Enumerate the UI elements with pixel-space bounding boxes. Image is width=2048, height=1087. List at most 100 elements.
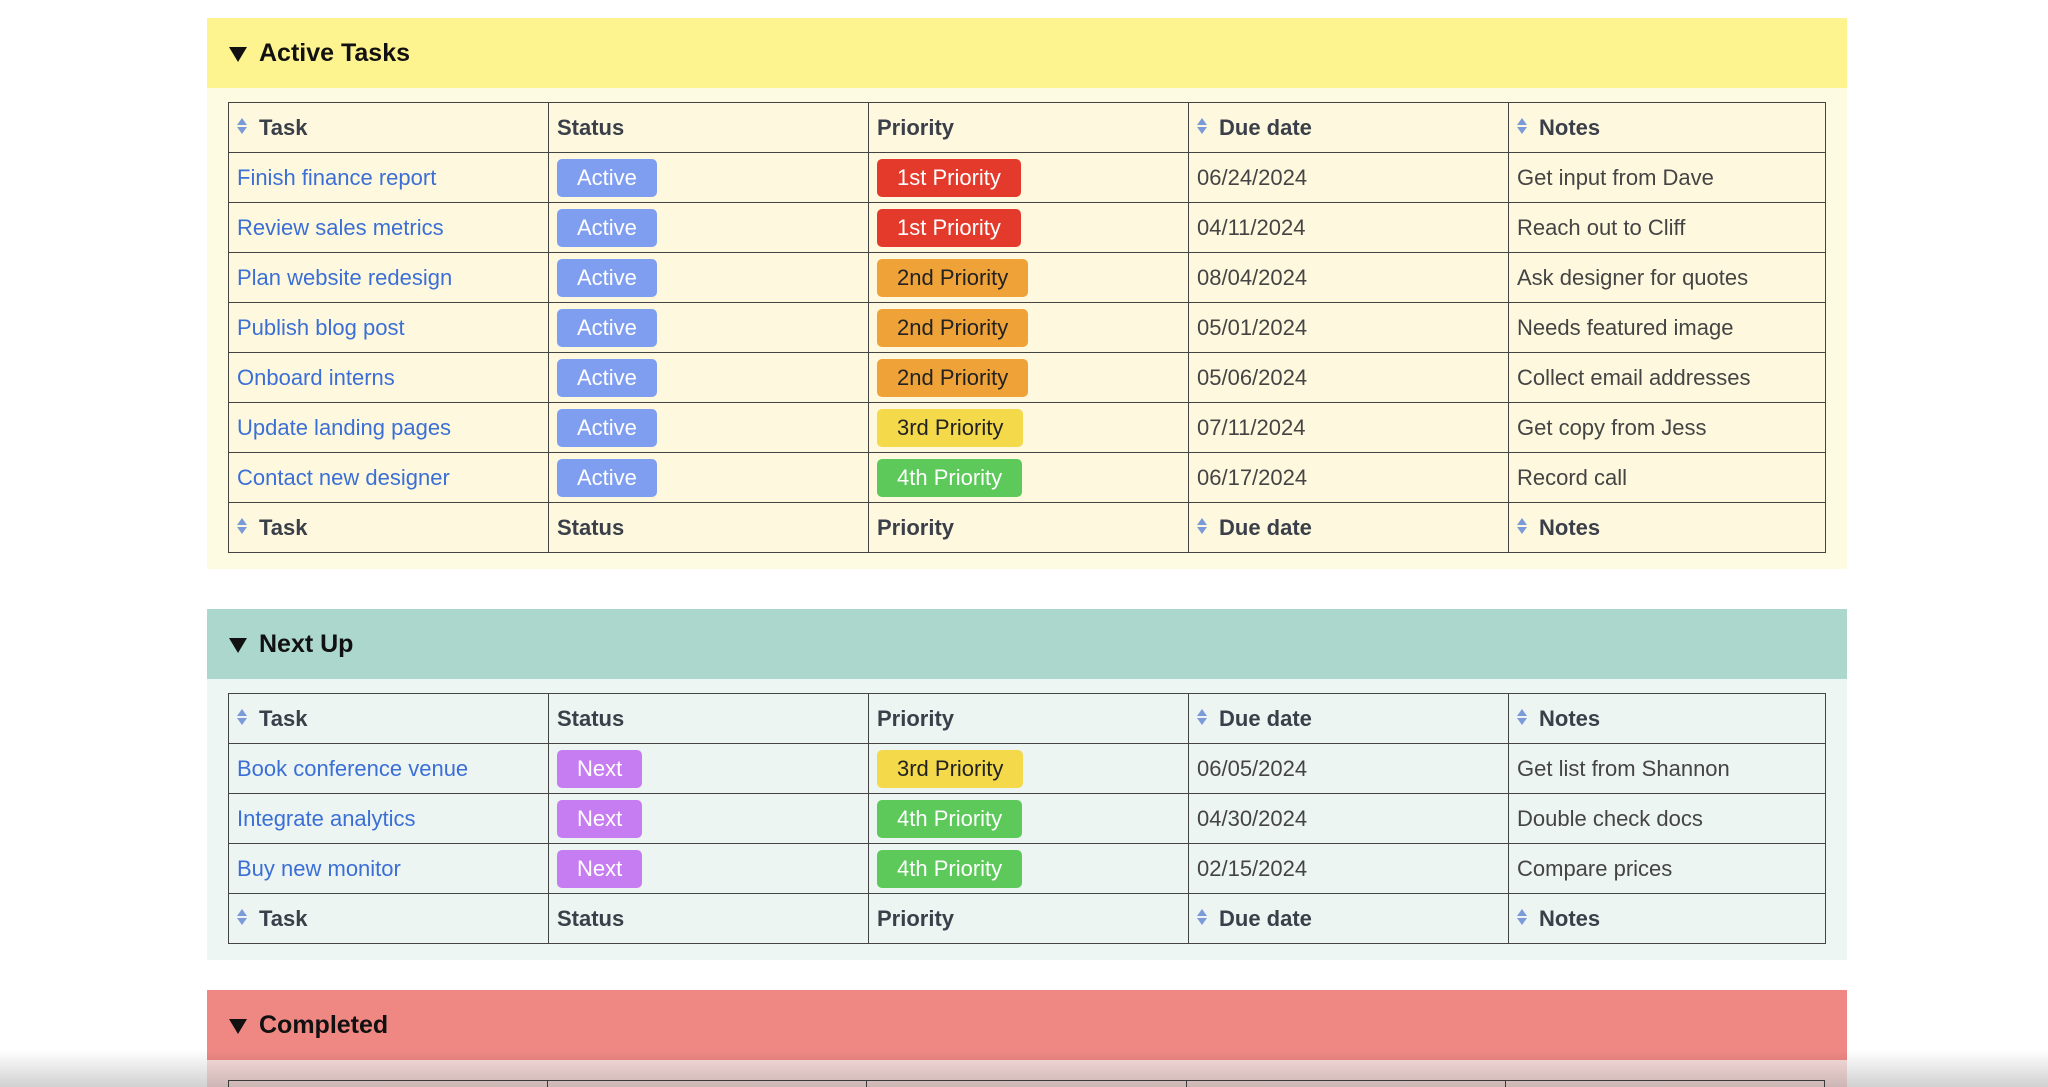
section-toggle-active-tasks[interactable]: Active Tasks	[207, 18, 1847, 88]
priority-cell: 1st Priority	[868, 152, 1189, 203]
column-footer-task[interactable]: Task	[228, 893, 549, 944]
column-footer-task[interactable]: Task	[228, 502, 549, 553]
priority-badge: 2nd Priority	[877, 308, 1029, 347]
notes-cell: Reach out to Cliff	[1508, 202, 1826, 253]
column-footer-due-date[interactable]: Due date	[1188, 502, 1509, 553]
column-header-task[interactable]: Task	[228, 102, 549, 153]
sort-icon[interactable]	[1517, 117, 1528, 137]
sort-icon[interactable]	[237, 517, 248, 537]
notes-cell: Record call	[1508, 452, 1826, 503]
task-link[interactable]: Book conference venue	[237, 755, 469, 781]
column-header-due-date[interactable]: Due date	[1188, 102, 1509, 153]
column-footer-notes[interactable]: Notes	[1508, 502, 1826, 553]
header-row: Task Status Priority Due date Notes	[228, 102, 1826, 153]
sort-icon[interactable]	[1197, 117, 1208, 137]
status-cell: Active	[548, 402, 869, 453]
priority-badge: 2nd Priority	[877, 258, 1029, 297]
status-badge: Active	[557, 358, 657, 397]
sort-icon[interactable]	[1197, 908, 1208, 928]
task-link[interactable]: Integrate analytics	[237, 805, 416, 831]
task-cell: Book conference venue	[228, 743, 549, 794]
priority-cell: 2nd Priority	[868, 302, 1189, 353]
sort-icon[interactable]	[1517, 708, 1528, 728]
priority-cell: 3rd Priority	[868, 402, 1189, 453]
task-cell: Onboard interns	[228, 352, 549, 403]
status-badge: Active	[557, 458, 657, 497]
status-badge: Next	[557, 749, 643, 788]
section-title: Completed	[259, 1010, 389, 1039]
priority-badge: 4th Priority	[877, 849, 1023, 888]
sort-icon[interactable]	[237, 708, 248, 728]
task-link[interactable]: Finish finance report	[237, 164, 437, 190]
column-header-priority: Priority	[868, 693, 1189, 744]
section-active-tasks: Active Tasks Task Status Priority Due da…	[207, 18, 1847, 569]
task-link[interactable]: Review sales metrics	[237, 214, 444, 240]
due-date-cell: 08/04/2024	[1188, 252, 1509, 303]
table-row: Onboard interns Active 2nd Priority 05/0…	[228, 352, 1826, 403]
sort-icon[interactable]	[237, 908, 248, 928]
status-badge: Active	[557, 258, 657, 297]
column-label: Priority	[877, 905, 955, 931]
sort-icon[interactable]	[237, 117, 248, 137]
notes-cell: Needs featured image	[1508, 302, 1826, 353]
due-date-cell: 02/15/2024	[1188, 843, 1509, 894]
column-footer-notes[interactable]: Notes	[1508, 893, 1826, 944]
column-header-notes[interactable]: Notes	[1508, 693, 1826, 744]
priority-badge: 2nd Priority	[877, 358, 1029, 397]
table-row: Plan website redesign Active 2nd Priorit…	[228, 252, 1826, 303]
task-cell: Integrate analytics	[228, 793, 549, 844]
task-link[interactable]: Contact new designer	[237, 464, 450, 490]
priority-badge: 4th Priority	[877, 799, 1023, 838]
due-date-cell: 04/30/2024	[1188, 793, 1509, 844]
sort-icon[interactable]	[1517, 517, 1528, 537]
status-cell: Active	[548, 152, 869, 203]
due-date-cell: 05/06/2024	[1188, 352, 1509, 403]
due-date-cell: 06/24/2024	[1188, 152, 1509, 203]
column-label: Task	[259, 905, 308, 931]
column-label: Priority	[877, 514, 955, 540]
column-footer-priority: Priority	[868, 893, 1189, 944]
notes-cell: Get list from Shannon	[1508, 743, 1826, 794]
task-cell: Buy new monitor	[228, 843, 549, 894]
section-toggle-completed[interactable]: Completed	[207, 990, 1847, 1060]
due-date-cell: 05/01/2024	[1188, 302, 1509, 353]
task-link[interactable]: Update landing pages	[237, 414, 452, 440]
priority-badge: 1st Priority	[877, 158, 1021, 197]
table-column	[229, 1081, 549, 1087]
task-cell: Plan website redesign	[228, 252, 549, 303]
section-title: Active Tasks	[259, 38, 411, 67]
column-label: Priority	[877, 705, 955, 731]
task-link[interactable]: Buy new monitor	[237, 855, 401, 881]
column-header-due-date[interactable]: Due date	[1188, 693, 1509, 744]
sort-icon[interactable]	[1197, 517, 1208, 537]
section-toggle-next-up[interactable]: Next Up	[207, 609, 1847, 679]
sort-icon[interactable]	[1197, 708, 1208, 728]
column-header-task[interactable]: Task	[228, 693, 549, 744]
sort-icon[interactable]	[1517, 908, 1528, 928]
collapse-triangle-icon	[229, 637, 247, 653]
table-row: Finish finance report Active 1st Priorit…	[228, 152, 1826, 203]
column-header-status: Status	[548, 693, 869, 744]
column-footer-status: Status	[548, 502, 869, 553]
table-row: Contact new designer Active 4th Priority…	[228, 452, 1826, 503]
table-column	[1506, 1081, 1824, 1087]
status-cell: Next	[548, 843, 869, 894]
status-badge: Active	[557, 208, 657, 247]
section-body: Task Status Priority Due date Notes Book…	[207, 679, 1847, 960]
section-next-up: Next Up Task Status Priority Due date No…	[207, 609, 1847, 960]
status-badge: Active	[557, 308, 657, 347]
tasks-table: Task Status Priority Due date Notes Book…	[228, 693, 1826, 944]
task-link[interactable]: Plan website redesign	[237, 264, 453, 290]
task-cell: Update landing pages	[228, 402, 549, 453]
column-footer-due-date[interactable]: Due date	[1188, 893, 1509, 944]
column-header-notes[interactable]: Notes	[1508, 102, 1826, 153]
header-row: Task Status Priority Due date Notes	[228, 693, 1826, 744]
priority-cell: 4th Priority	[868, 452, 1189, 503]
due-date-cell: 07/11/2024	[1188, 402, 1509, 453]
notes-cell: Collect email addresses	[1508, 352, 1826, 403]
task-link[interactable]: Onboard interns	[237, 364, 395, 390]
task-link[interactable]: Publish blog post	[237, 314, 405, 340]
section-completed: Completed	[207, 990, 1847, 1087]
status-cell: Active	[548, 302, 869, 353]
